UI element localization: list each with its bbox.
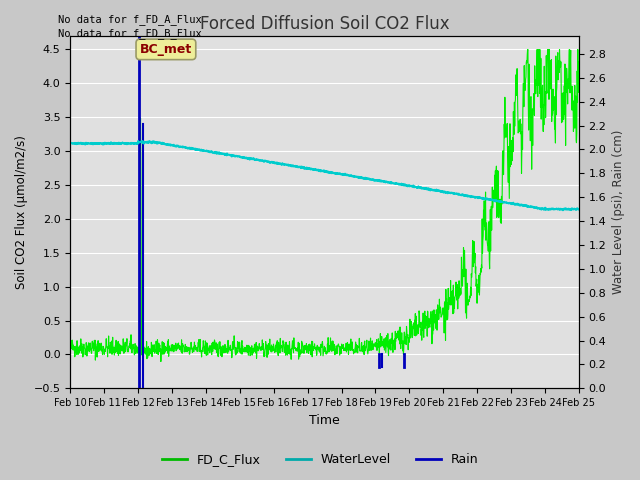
X-axis label: Time: Time bbox=[309, 414, 340, 427]
Y-axis label: Soil CO2 Flux (μmol/m2/s): Soil CO2 Flux (μmol/m2/s) bbox=[15, 135, 28, 289]
Text: BC_met: BC_met bbox=[140, 43, 192, 56]
Text: No data for f_FD_A_Flux: No data for f_FD_A_Flux bbox=[58, 13, 202, 24]
Title: Forced Diffusion Soil CO2 Flux: Forced Diffusion Soil CO2 Flux bbox=[200, 15, 449, 33]
Text: No data for f_FD_B_Flux: No data for f_FD_B_Flux bbox=[58, 28, 202, 39]
Legend: FD_C_Flux, WaterLevel, Rain: FD_C_Flux, WaterLevel, Rain bbox=[157, 448, 483, 471]
Y-axis label: Water Level (psi), Rain (cm): Water Level (psi), Rain (cm) bbox=[612, 130, 625, 294]
